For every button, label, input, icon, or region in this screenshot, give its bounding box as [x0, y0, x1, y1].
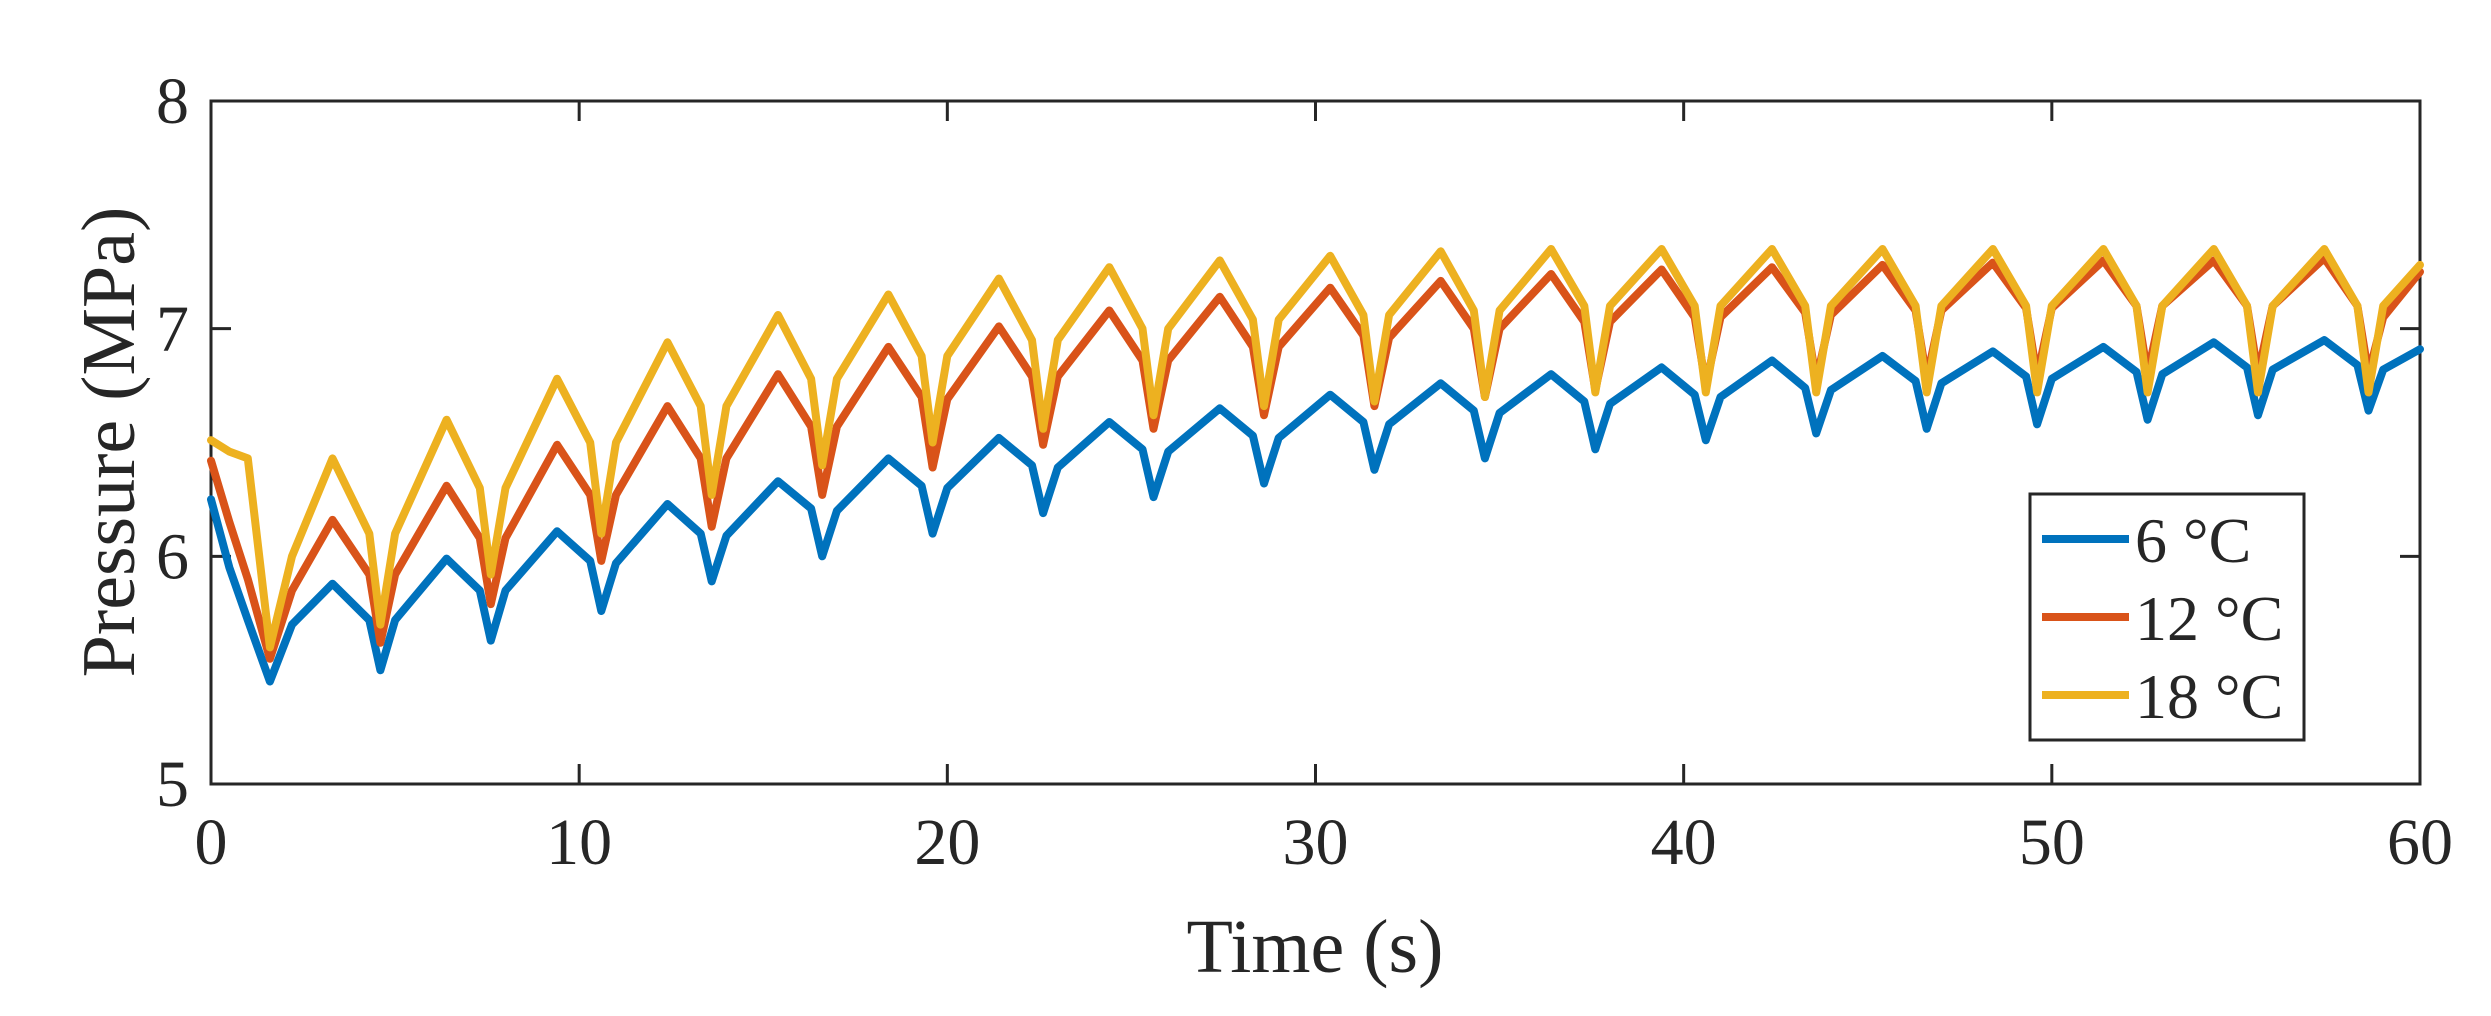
y-tick-label-5: 5	[156, 748, 189, 821]
legend-label-6c: 6 °C	[2135, 505, 2251, 576]
x-tick-label-50: 50	[2019, 806, 2085, 879]
legend-label-18c: 18 °C	[2135, 661, 2283, 732]
x-axis-title: Time (s)	[1187, 905, 1444, 989]
series-line-6c	[207, 336, 2424, 686]
y-axis-title: Pressure (MPa)	[67, 207, 151, 678]
series-lines	[207, 245, 2424, 686]
x-tick-label-30: 30	[1283, 806, 1349, 879]
tick-labels: 0 10 20 30 40 50 60 5 6 7 8	[156, 65, 2453, 879]
y-tick-label-6: 6	[156, 520, 189, 593]
axis-ticks	[209, 99, 2422, 786]
legend: 6 °C 12 °C 18 °C	[2028, 492, 2306, 742]
y-tick-label-8: 8	[156, 65, 189, 138]
x-tick-label-40: 40	[1651, 806, 1717, 879]
x-tick-label-10: 10	[546, 806, 612, 879]
series-line-18c	[207, 245, 2424, 652]
y-tick-label-7: 7	[156, 293, 189, 366]
x-tick-label-0: 0	[195, 806, 228, 879]
legend-label-12c: 12 °C	[2135, 583, 2283, 654]
x-tick-label-20: 20	[914, 806, 980, 879]
x-tick-label-60: 60	[2387, 806, 2453, 879]
